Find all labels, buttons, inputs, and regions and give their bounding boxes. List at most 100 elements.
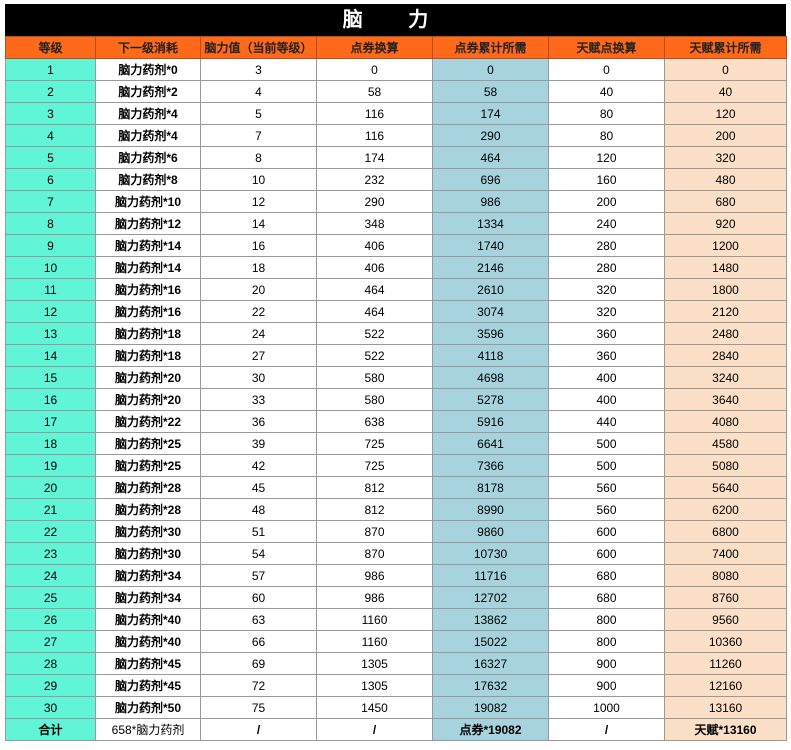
table-cell: 696 [432,168,549,191]
table-cell: 66 [200,630,317,653]
table-cell: 920 [664,212,787,235]
table-row: 25 脑力药剂*34 60 986 12702 680 8760 [5,586,787,609]
table-cell: 20 [200,278,317,301]
table-row: 9 脑力药剂*14 16 406 1740 280 1200 [5,234,787,257]
table-row: 2 脑力药剂*2 4 58 58 40 40 [5,80,787,103]
table-cell: 12160 [664,674,787,697]
table-cell: 8760 [664,586,787,609]
table-cell: 60 [200,586,317,609]
table-cell: 14 [200,212,317,235]
table-cell: 0 [316,58,433,81]
table-cell: 脑力药剂*28 [95,498,201,521]
table-cell: 116 [316,124,433,147]
table-row: 26 脑力药剂*40 63 1160 13862 800 9560 [5,608,787,631]
table-cell: 19 [5,454,96,477]
table-cell: 1740 [432,234,549,257]
table-cell: 986 [432,190,549,213]
table-cell: 480 [664,168,787,191]
table-cell: 522 [316,344,433,367]
table-row: 19 脑力药剂*25 42 725 7366 500 5080 [5,454,787,477]
table-cell: 18 [200,256,317,279]
table-cell: 160 [548,168,665,191]
table-cell: 脑力药剂*18 [95,344,201,367]
table-cell: 10730 [432,542,549,565]
table-cell: 3 [5,102,96,125]
table-row: 27 脑力药剂*40 66 1160 15022 800 10360 [5,630,787,653]
table-cell: 30 [200,366,317,389]
total-cell: / [548,718,665,741]
total-row: 合计 658*脑力药剂 / / 点券*19082/天赋*13160 [5,718,787,741]
table-cell: 7 [5,190,96,213]
table-cell: 232 [316,168,433,191]
table-cell: 360 [548,344,665,367]
table-cell: 72 [200,674,317,697]
table-cell: 6 [5,168,96,191]
table-cell: 320 [548,278,665,301]
table-cell: 580 [316,366,433,389]
table-cell: 348 [316,212,433,235]
table-cell: 200 [548,190,665,213]
table-cell: 120 [664,102,787,125]
table-cell: 15 [5,366,96,389]
table-cell: 20 [5,476,96,499]
table-row: 20 脑力药剂*28 45 812 8178 560 5640 [5,476,787,499]
table-cell: 800 [548,630,665,653]
table-cell: 9860 [432,520,549,543]
table-cell: 脑力药剂*30 [95,542,201,565]
table-cell: 7 [200,124,317,147]
column-header: 天赋累计所需 [664,36,787,59]
table-cell: 200 [664,124,787,147]
table-cell: 15022 [432,630,549,653]
table-cell: 464 [316,300,433,323]
table-row: 4 脑力药剂*4 7 116 290 80 200 [5,124,787,147]
table-cell: 2610 [432,278,549,301]
table-cell: 17632 [432,674,549,697]
table-cell: 11260 [664,652,787,675]
table-cell: 27 [5,630,96,653]
table-cell: 4 [200,80,317,103]
table-row: 30 脑力药剂*50 75 1450 19082 1000 13160 [5,696,787,719]
table-container: 脑 力 等级 下一级消耗 脑力值（当前等级） 点券换算 点券累计所需 天赋点换算 天赋累计所… [5,4,787,741]
table-cell: 脑力药剂*45 [95,652,201,675]
table-cell: 51 [200,520,317,543]
table-row: 17 脑力药剂*22 36 638 5916 440 4080 [5,410,787,433]
table-cell: 280 [548,256,665,279]
table-cell: 440 [548,410,665,433]
table-cell: 7400 [664,542,787,565]
total-cell: 合计 [5,718,96,741]
table-cell: 脑力药剂*8 [95,168,201,191]
table-cell: 600 [548,542,665,565]
table-cell: 18 [5,432,96,455]
table-row: 10 脑力药剂*14 18 406 2146 280 1480 [5,256,787,279]
table-row: 16 脑力药剂*20 33 580 5278 400 3640 [5,388,787,411]
table-cell: 1800 [664,278,787,301]
table-cell: 1480 [664,256,787,279]
table-cell: 2146 [432,256,549,279]
table-cell: 脑力药剂*16 [95,278,201,301]
table-cell: 400 [548,366,665,389]
table-cell: 5916 [432,410,549,433]
table-cell: 725 [316,454,433,477]
table-cell: 11 [5,278,96,301]
table-cell: 75 [200,696,317,719]
table-cell: 1450 [316,696,433,719]
table-cell: 脑力药剂*6 [95,146,201,169]
table-cell: 2120 [664,300,787,323]
table-cell: 23 [5,542,96,565]
table-cell: 8178 [432,476,549,499]
table-cell: 脑力药剂*50 [95,696,201,719]
table-cell: 680 [548,564,665,587]
table-cell: 522 [316,322,433,345]
table-cell: 986 [316,586,433,609]
table-cell: 1000 [548,696,665,719]
table-row: 24 脑力药剂*34 57 986 11716 680 8080 [5,564,787,587]
table-cell: 900 [548,674,665,697]
table-cell: 40 [548,80,665,103]
table-cell: 脑力药剂*28 [95,476,201,499]
table-cell: 脑力药剂*20 [95,388,201,411]
table-cell: 500 [548,432,665,455]
table-cell: 680 [664,190,787,213]
table-cell: 464 [432,146,549,169]
table-cell: 560 [548,498,665,521]
table-cell: 63 [200,608,317,631]
